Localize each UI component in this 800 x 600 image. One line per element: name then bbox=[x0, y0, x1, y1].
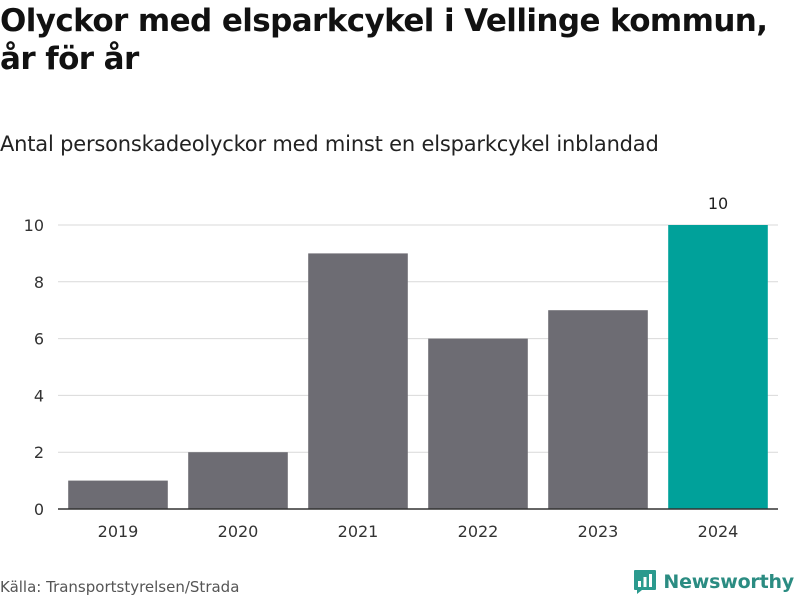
gridlines bbox=[58, 224, 778, 453]
x-tick-label: 2022 bbox=[458, 522, 499, 541]
bar bbox=[668, 225, 768, 509]
data-label: 10 bbox=[708, 194, 728, 213]
x-tick-label: 2021 bbox=[338, 522, 379, 541]
y-tick-label: 2 bbox=[34, 443, 44, 462]
bar-chart-logo-icon bbox=[634, 570, 657, 594]
y-tick-label: 0 bbox=[34, 500, 44, 519]
y-tick-label: 6 bbox=[34, 330, 44, 349]
source-note: Källa: Transportstyrelsen/Strada bbox=[0, 578, 240, 596]
bar bbox=[68, 480, 168, 509]
x-tick-label: 2024 bbox=[698, 522, 739, 541]
x-tick-label: 2020 bbox=[218, 522, 259, 541]
y-tick-label: 4 bbox=[34, 386, 44, 405]
bar bbox=[308, 253, 408, 509]
x-tick-label: 2019 bbox=[98, 522, 139, 541]
bar bbox=[548, 310, 648, 509]
chart-title: Olyckor med elsparkcykel i Vellinge komm… bbox=[0, 3, 768, 77]
bar bbox=[188, 452, 288, 509]
brand-logo: Newsworthy bbox=[633, 569, 794, 595]
chart-subtitle: Antal personskadeolyckor med minst en el… bbox=[0, 132, 659, 156]
bar bbox=[428, 338, 528, 509]
bar-chart: 0 2 4 6 8 10 2019 2020 2021 2022 2023 2024 10 bbox=[24, 194, 778, 541]
y-tick-label: 8 bbox=[34, 273, 44, 292]
bars bbox=[68, 225, 768, 509]
labels: 0 2 4 6 8 10 2019 2020 2021 2022 2023 2024 10 bbox=[24, 194, 739, 541]
x-tick-label: 2023 bbox=[578, 522, 619, 541]
y-tick-label: 10 bbox=[24, 216, 44, 235]
brand-name: Newsworthy bbox=[663, 571, 794, 593]
